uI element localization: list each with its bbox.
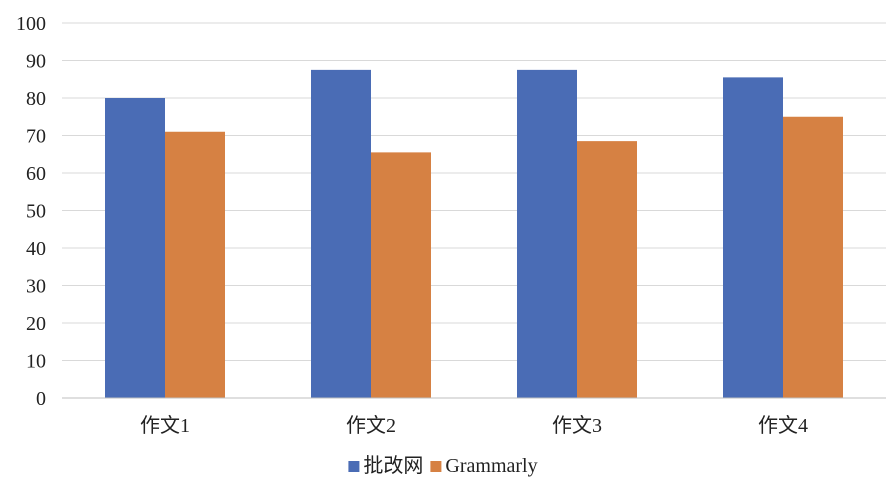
legend: 批改网 Grammarly	[348, 454, 538, 477]
y-tick-label: 20	[26, 313, 46, 335]
legend-label: Grammarly	[445, 455, 537, 477]
y-tick-label: 40	[26, 238, 46, 260]
y-tick-label: 70	[26, 126, 46, 148]
x-axis-ticks: 作文1 作文2 作文3 作文4	[140, 414, 808, 437]
bars	[105, 69, 843, 398]
x-tick-label: 作文2	[346, 414, 396, 437]
y-axis-ticks: 0 10 20 30 40 50 60 70 80 90 100	[16, 13, 46, 410]
bar-series1	[105, 98, 165, 398]
y-tick-label: 50	[26, 201, 46, 223]
x-tick-label: 作文3	[552, 414, 602, 437]
y-tick-label: 100	[16, 13, 46, 35]
legend-swatch	[430, 461, 442, 472]
bar-series1	[517, 69, 577, 398]
legend-swatch	[348, 461, 360, 472]
y-tick-label: 90	[26, 51, 46, 73]
y-tick-label: 60	[26, 163, 46, 185]
bar-series2	[371, 152, 431, 398]
legend-label: 批改网	[363, 454, 423, 477]
bar-series2	[165, 131, 225, 398]
bar-series2	[783, 116, 843, 398]
bar-series1	[723, 77, 783, 398]
y-tick-label: 10	[26, 351, 46, 373]
bar-series2	[577, 141, 637, 398]
y-tick-label: 30	[26, 276, 46, 298]
x-tick-label: 作文4	[758, 414, 808, 437]
y-tick-label: 80	[26, 88, 46, 110]
y-tick-label: 0	[36, 388, 46, 410]
x-tick-label: 作文1	[140, 414, 190, 437]
bar-series1	[311, 69, 371, 398]
